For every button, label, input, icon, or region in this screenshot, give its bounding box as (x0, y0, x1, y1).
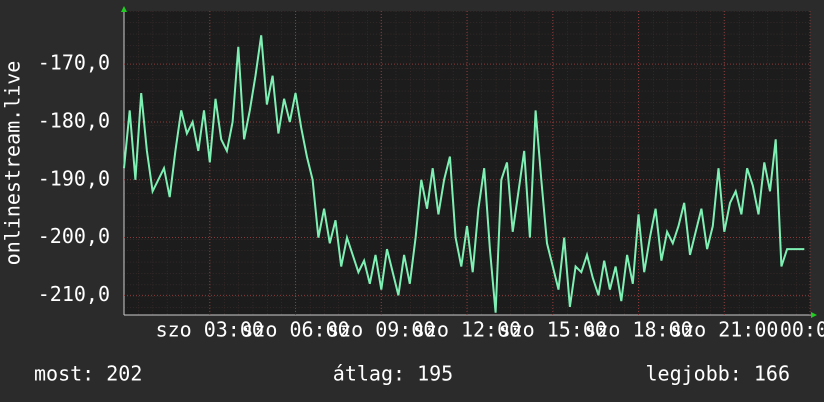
x-tick-label: szo 06:00 (241, 318, 349, 342)
y-tick-label: -170,0 (38, 51, 110, 75)
axis-arrow (121, 6, 127, 12)
y-tick-label: -190,0 (38, 166, 110, 190)
axis-arrow (811, 312, 817, 318)
y-tick-label: -200,0 (38, 224, 110, 248)
y-tick-label: -210,0 (38, 282, 110, 306)
x-tick-label: szo 18:00 (584, 318, 692, 342)
x-tick-label: szo 21:00 (670, 318, 778, 342)
footer-current: most: 202 (34, 362, 142, 386)
data-line (123, 35, 805, 313)
x-tick-label: szo 15:00 (499, 318, 607, 342)
y-axis-label: onlinestream.live (1, 61, 25, 266)
x-tick-label: szo 09:00 (327, 318, 435, 342)
footer-average: átlag: 195 (333, 362, 453, 386)
x-tick-label: szo 12:00 (413, 318, 521, 342)
footer-best: legjobb: 166 (646, 362, 791, 386)
y-tick-label: -180,0 (38, 108, 110, 132)
x-tick-label: 00:00 (780, 318, 824, 342)
x-tick-label: szo 03:00 (156, 318, 264, 342)
